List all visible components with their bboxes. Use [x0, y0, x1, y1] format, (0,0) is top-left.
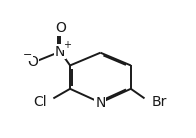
Text: O: O	[27, 55, 38, 69]
Text: O: O	[55, 21, 66, 35]
Text: N: N	[95, 96, 106, 110]
Text: Cl: Cl	[33, 95, 46, 109]
Text: +: +	[63, 40, 71, 50]
Text: −: −	[23, 50, 32, 60]
Text: N: N	[55, 45, 65, 59]
Text: Br: Br	[152, 95, 167, 109]
